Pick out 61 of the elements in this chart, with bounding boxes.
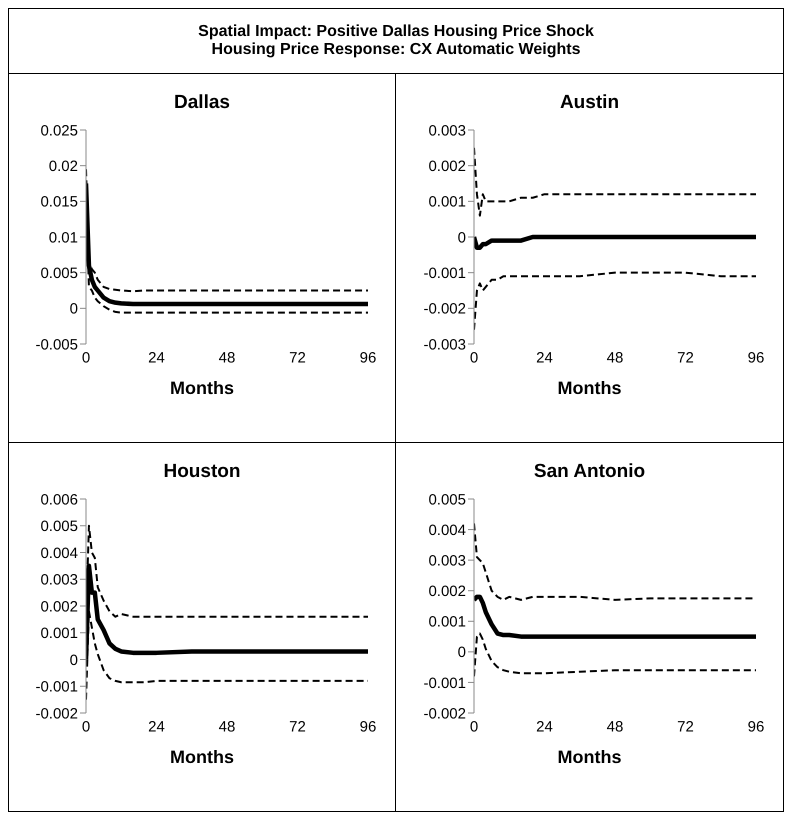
x-tick-label: 48 (606, 718, 623, 736)
x-tick-label: 0 (469, 718, 478, 736)
chart-title: Austin (558, 92, 620, 114)
y-tick-label: 0.003 (428, 122, 466, 140)
y-tick-label: 0.005 (40, 264, 78, 282)
x-tick-label: 72 (289, 350, 306, 367)
text: Housing Price Response: CX Automatic Weights (210, 41, 582, 59)
y-tick-label: 0.001 (428, 194, 466, 211)
y-tick-label: 0 (457, 229, 466, 246)
x-tick-label: 96 (360, 350, 376, 367)
x-tick-label: 24 (536, 350, 552, 367)
chart-title: Houston (162, 461, 242, 483)
x-tick-label: 96 (360, 718, 376, 736)
x-tick-label: 96 (747, 350, 764, 367)
y-tick-label: -0.002 (35, 705, 78, 722)
y-tick-label: 0.02 (48, 158, 78, 175)
y-tick-label: 0.015 (40, 194, 78, 211)
x-axis-title: Months (169, 378, 235, 399)
y-tick-label: 0 (70, 652, 78, 669)
x-tick-label: 72 (289, 718, 306, 736)
x-axis-title: Months (169, 747, 235, 768)
y-tick-label: 0 (457, 644, 466, 662)
x-tick-label: 0 (469, 350, 478, 367)
y-tick-label: 0.001 (428, 614, 466, 631)
y-tick-label: 0.005 (428, 491, 466, 508)
chart-title: Dallas (173, 92, 231, 114)
y-tick-label: 0.002 (428, 583, 466, 600)
x-tick-label: 48 (606, 350, 623, 367)
x-tick-label: 72 (676, 350, 694, 367)
y-tick-label: 0.005 (40, 518, 78, 536)
text: Spatial Impact: Positive Dallas Housing Price Shock (197, 23, 595, 41)
x-tick-label: 0 (82, 350, 90, 367)
y-tick-label: 0.003 (428, 552, 466, 570)
y-tick-label: 0.002 (40, 598, 78, 616)
y-tick-label: -0.003 (422, 336, 466, 354)
y-tick-label: 0.003 (40, 572, 78, 589)
x-axis-title: Months (556, 378, 622, 399)
x-tick-label: 24 (536, 718, 552, 736)
y-tick-label: -0.001 (422, 264, 466, 282)
y-tick-label: -0.001 (422, 674, 466, 692)
x-tick-label: 24 (148, 350, 165, 367)
y-tick-label: 0 (70, 300, 78, 318)
y-tick-label: 0.006 (40, 491, 78, 508)
chart-title: San Antonio (532, 461, 646, 483)
x-axis-title: Months (556, 747, 622, 768)
y-tick-label: -0.002 (422, 705, 466, 722)
y-tick-label: 0.01 (48, 229, 78, 246)
x-tick-label: 96 (747, 718, 764, 736)
y-tick-label: 0.004 (40, 544, 78, 562)
x-tick-label: 48 (218, 718, 236, 736)
y-tick-label: 0.004 (428, 522, 466, 539)
y-tick-label: 0.001 (40, 625, 78, 642)
y-tick-label: -0.002 (422, 300, 466, 318)
y-tick-label: -0.005 (35, 336, 78, 354)
y-tick-label: 0.025 (40, 122, 78, 140)
y-tick-label: -0.001 (35, 678, 78, 696)
x-tick-label: 0 (82, 718, 90, 736)
x-tick-label: 72 (676, 718, 694, 736)
y-tick-label: 0.002 (428, 158, 466, 175)
x-tick-label: 24 (148, 718, 165, 736)
x-tick-label: 48 (218, 350, 236, 367)
